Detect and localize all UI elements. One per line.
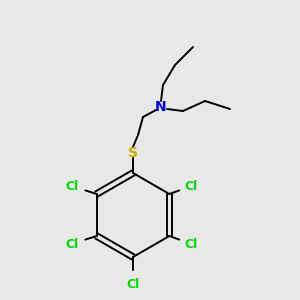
Text: S: S [128,146,138,160]
Text: Cl: Cl [65,179,78,193]
Text: Cl: Cl [185,238,198,250]
Text: Cl: Cl [65,238,78,250]
Text: Cl: Cl [185,179,198,193]
Text: N: N [155,100,167,114]
Text: Cl: Cl [126,278,140,292]
